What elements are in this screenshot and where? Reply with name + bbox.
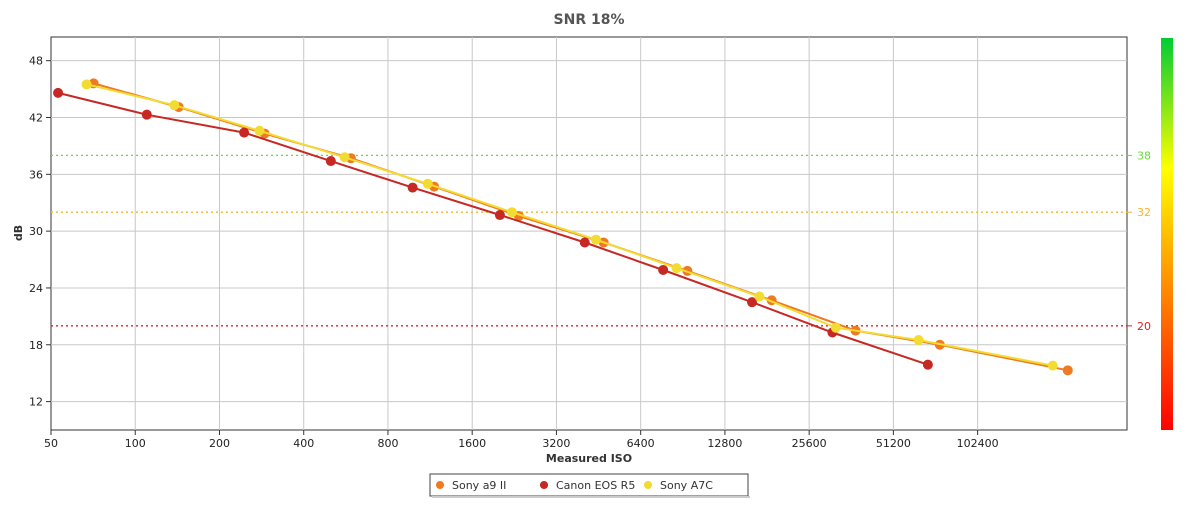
- reference-line-label: 32: [1137, 206, 1151, 219]
- y-axis-label: dB: [12, 225, 25, 241]
- data-point: [830, 322, 841, 333]
- data-point: [422, 178, 433, 189]
- x-tick-label: 100: [125, 437, 146, 450]
- data-point: [747, 297, 758, 308]
- data-point: [754, 291, 765, 302]
- x-tick-label: 400: [293, 437, 314, 450]
- data-point: [169, 100, 180, 111]
- data-point: [1047, 360, 1058, 371]
- legend-label: Sony a9 II: [452, 479, 506, 492]
- data-point: [671, 263, 682, 274]
- data-point: [590, 234, 601, 245]
- y-tick-label: 36: [29, 168, 43, 181]
- data-point: [254, 125, 265, 136]
- data-point: [53, 87, 64, 98]
- reference-line-label: 38: [1137, 149, 1151, 162]
- data-point: [325, 156, 336, 167]
- color-scale-bar: [1161, 38, 1173, 430]
- plot-area: [50, 36, 1128, 431]
- data-point: [913, 335, 924, 346]
- x-axis-label: Measured ISO: [546, 452, 632, 465]
- x-tick-label: 50: [44, 437, 58, 450]
- data-point: [494, 210, 505, 221]
- legend-marker: [436, 481, 444, 489]
- series-line: [86, 83, 1053, 367]
- x-tick-label: 51200: [876, 437, 911, 450]
- legend-label: Canon EOS R5: [556, 479, 635, 492]
- data-series: [53, 78, 1073, 376]
- y-axis-ticks: 12 18 24 30 36 42 48: [29, 55, 51, 409]
- chart-title: SNR 18%: [554, 12, 625, 28]
- legend-marker: [540, 481, 548, 489]
- data-point: [81, 79, 92, 90]
- series-canon-eos-r5: [53, 87, 933, 370]
- reference-line-label: 20: [1137, 320, 1151, 333]
- x-tick-label: 200: [209, 437, 230, 450]
- data-point: [922, 359, 933, 370]
- y-tick-label: 24: [29, 282, 43, 295]
- data-point: [579, 237, 590, 248]
- legend-label: Sony A7C: [660, 479, 713, 492]
- y-tick-label: 12: [29, 396, 43, 409]
- x-tick-label: 3200: [542, 437, 570, 450]
- x-tick-label: 12800: [707, 437, 742, 450]
- x-axis-ticks: 50 100 200 400 800 1600 3200 6400 12800 25600 5120…: [44, 430, 999, 450]
- reference-lines: 38 32 20: [51, 149, 1151, 333]
- y-tick-label: 30: [29, 225, 43, 238]
- legend-marker: [644, 481, 652, 489]
- y-tick-label: 18: [29, 339, 43, 352]
- series-sony-a7c: [81, 79, 1058, 371]
- x-tick-label: 800: [377, 437, 398, 450]
- data-point: [339, 152, 350, 163]
- x-tick-label: 25600: [792, 437, 827, 450]
- data-point: [1062, 365, 1073, 376]
- data-point: [407, 182, 418, 193]
- data-point: [239, 127, 250, 138]
- y-tick-label: 48: [29, 55, 43, 68]
- x-tick-label: 6400: [627, 437, 655, 450]
- y-tick-label: 42: [29, 111, 43, 124]
- data-point: [141, 109, 152, 120]
- x-tick-label: 1600: [458, 437, 486, 450]
- legend-shadow: [432, 496, 750, 498]
- legend: Sony a9 II Canon EOS R5 Sony A7C: [429, 473, 750, 498]
- data-point: [658, 264, 669, 275]
- data-point: [506, 207, 517, 218]
- x-tick-label: 102400: [957, 437, 999, 450]
